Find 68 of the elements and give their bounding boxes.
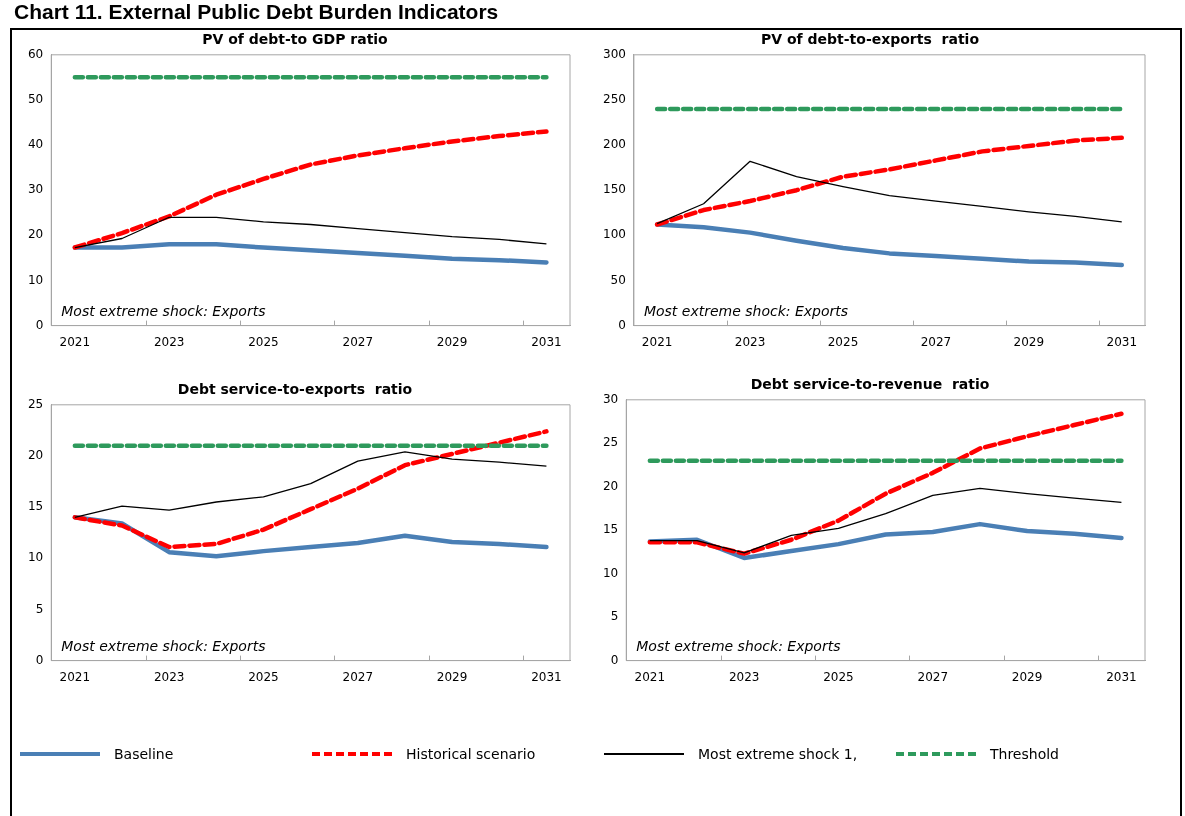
x-tick-label: 2027 (342, 334, 374, 349)
y-tick-label: 10 (27, 550, 44, 565)
x-tick-label: 2029 (1011, 669, 1043, 684)
x-tick-label: 2029 (436, 669, 468, 684)
line-series (647, 411, 1124, 556)
y-tick-label: 40 (27, 137, 44, 152)
x-tick-label: 2029 (1013, 334, 1045, 349)
text: Chart 11. External Public Debt Burden Indicators (14, 0, 499, 24)
y-tick-label: 200 (603, 137, 626, 152)
y-tick-label: 20 (27, 227, 44, 242)
chart-title: Debt service-to-revenue ratio (750, 376, 990, 393)
y-tick-label: 20 (27, 448, 44, 463)
x-tick-label: 2031 (531, 334, 562, 349)
y-tick-label: 50 (610, 272, 626, 287)
line-series (72, 429, 549, 550)
annotation: Most extreme shock: Exports (643, 303, 849, 320)
chart-title: PV of debt-to-exports ratio (760, 31, 980, 48)
x-tick-label: 2023 (153, 334, 185, 349)
y-tick-label: 30 (27, 182, 44, 197)
y-tick-label: 20 (602, 478, 619, 493)
x-tick-label: 2025 (248, 669, 279, 684)
y-tick-label: 250 (603, 92, 626, 107)
legend-label: Baseline (114, 746, 174, 762)
y-tick-label: 100 (603, 227, 626, 242)
y-tick-label: 30 (602, 391, 619, 406)
annotation: Most extreme shock: Exports (61, 638, 266, 655)
annotation: Most extreme shock: Exports (636, 638, 841, 655)
y-tick-label: 0 (35, 652, 44, 667)
x-tick-label: 2025 (823, 669, 854, 684)
y-tick-label: 0 (35, 317, 44, 332)
x-tick-label: 2021 (59, 669, 91, 684)
x-tick-label: 2031 (1106, 669, 1137, 684)
y-tick-label: 150 (603, 182, 626, 197)
y-tick-label: 0 (618, 317, 626, 332)
line-series (654, 135, 1125, 227)
annotation: Most extreme shock: Exports (61, 303, 266, 320)
x-tick-label: 2025 (827, 334, 859, 349)
legend-label: Historical scenario (406, 746, 536, 762)
chart-title: Debt service-to-exports ratio (177, 381, 413, 398)
x-tick-label: 2027 (342, 669, 374, 684)
y-tick-label: 10 (602, 565, 619, 580)
y-tick-label: 15 (602, 522, 619, 537)
x-tick-label: 2031 (1106, 334, 1138, 349)
x-tick-label: 2029 (436, 334, 468, 349)
x-tick-label: 2027 (920, 334, 952, 349)
y-tick-label: 300 (603, 46, 626, 61)
y-tick-label: 5 (35, 601, 44, 616)
line-series (72, 129, 549, 250)
x-tick-label: 2023 (728, 669, 760, 684)
x-tick-label: 2021 (59, 334, 91, 349)
y-tick-label: 50 (27, 92, 44, 107)
x-tick-label: 2021 (634, 669, 666, 684)
x-tick-label: 2023 (153, 669, 185, 684)
y-tick-label: 25 (27, 396, 44, 411)
x-tick-label: 2021 (641, 334, 673, 349)
y-tick-label: 25 (602, 435, 619, 450)
y-tick-label: 0 (610, 652, 619, 667)
y-tick-label: 15 (27, 499, 44, 514)
y-tick-label: 60 (27, 46, 44, 61)
legend-label: Threshold (990, 746, 1059, 762)
x-tick-label: 2027 (917, 669, 949, 684)
x-tick-label: 2031 (531, 669, 562, 684)
x-tick-label: 2023 (734, 334, 766, 349)
x-tick-label: 2025 (248, 334, 279, 349)
y-tick-label: 10 (27, 272, 44, 287)
y-tick-label: 5 (610, 609, 619, 624)
chart-title: PV of debt-to GDP ratio (202, 31, 389, 48)
legend-label: Most extreme shock 1, (698, 746, 858, 762)
